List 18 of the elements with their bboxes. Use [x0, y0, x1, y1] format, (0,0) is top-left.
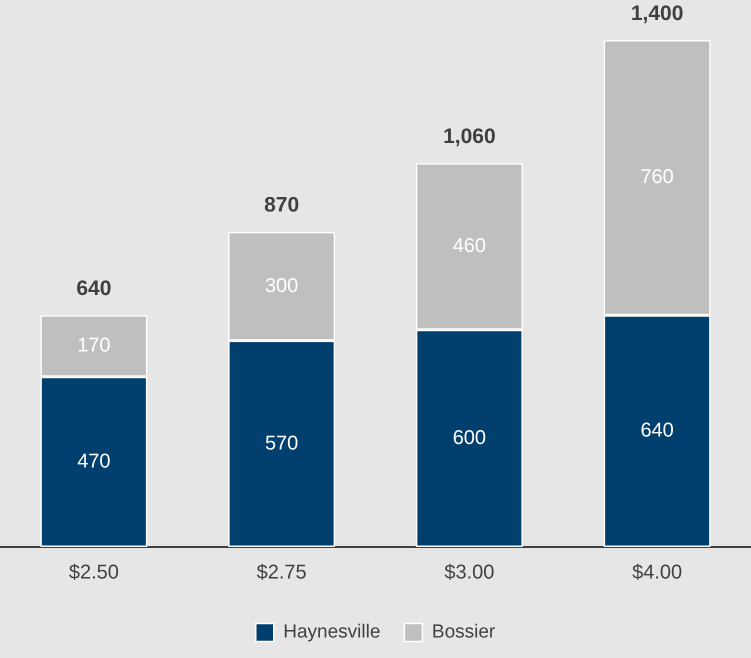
legend-label: Bossier: [432, 622, 496, 643]
data-label: 760: [640, 166, 674, 188]
data-label: 470: [77, 450, 111, 472]
total-label: 1,060: [443, 124, 496, 148]
data-label: 570: [264, 432, 298, 454]
total-label: 870: [264, 194, 300, 217]
data-label: 600: [452, 426, 486, 449]
total-label: 1,400: [630, 2, 684, 25]
data-label: 640: [640, 420, 674, 442]
x-tick-label: $4.00: [632, 562, 682, 584]
data-label: 170: [77, 334, 111, 357]
x-tick-label: $2.75: [256, 562, 307, 584]
x-tick-label: $3.00: [444, 562, 494, 584]
data-label: 460: [452, 234, 486, 257]
x-tick-label: $2.50: [68, 562, 119, 584]
total-label: 640: [76, 277, 112, 300]
legend-label: Haynesville: [283, 622, 380, 643]
data-label: 300: [264, 274, 298, 297]
